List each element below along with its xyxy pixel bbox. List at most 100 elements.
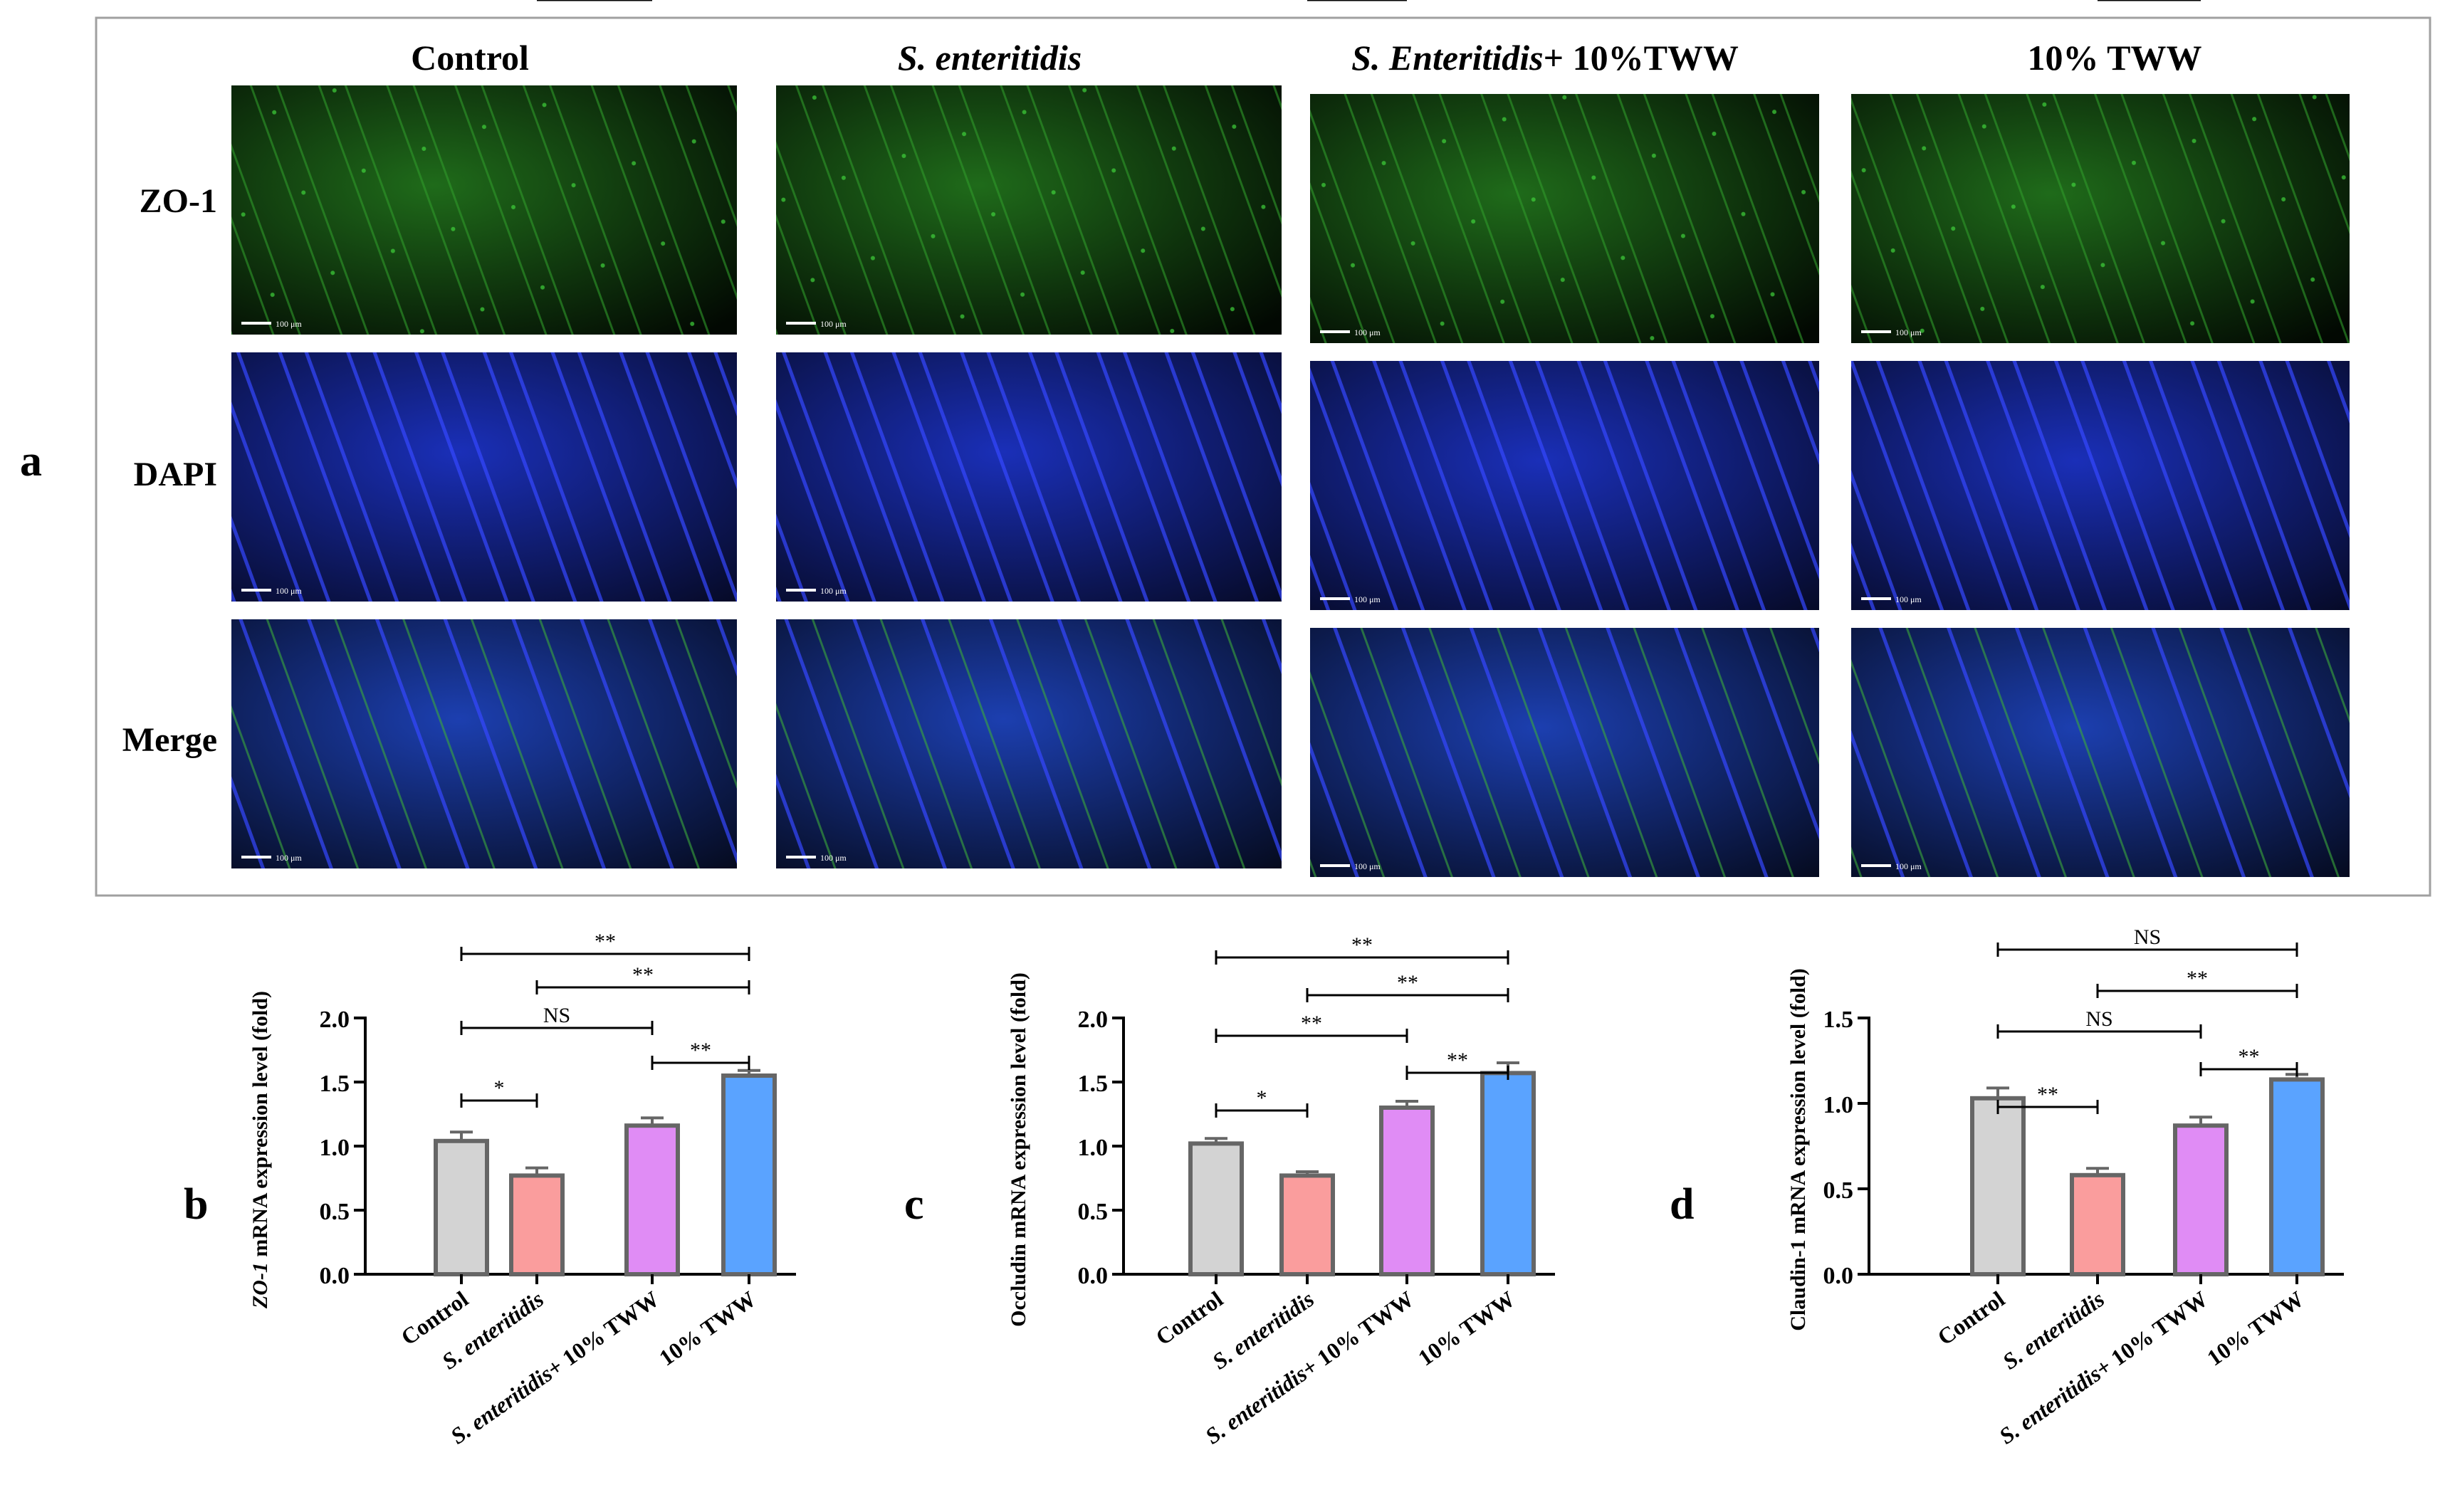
significance-label: ** bbox=[2187, 967, 2208, 990]
panel-a: a Control S. enteritidis S. Enteritidis+ 10… bbox=[20, 16, 2431, 897]
x-tick-label-control: Control bbox=[1151, 1286, 1227, 1350]
column-title-text: 10% TWW bbox=[2028, 38, 2202, 78]
column-title-italic: S. enteritidis bbox=[898, 38, 1082, 78]
scale-bar-label: 100 μm bbox=[1354, 861, 1381, 871]
significance-label: ** bbox=[584, 0, 605, 5]
y-axis-label-text: Occludin mRNA expression level (fold) bbox=[1007, 972, 1030, 1327]
row-label-dapi: DAPI bbox=[134, 456, 217, 493]
micrograph-dapi-10-tww: 100 μm bbox=[1851, 361, 2350, 610]
column-title-text: Control bbox=[411, 38, 529, 78]
micrograph-texture bbox=[231, 85, 737, 335]
y-axis-label: Occludin mRNA expression level (fold) bbox=[1007, 972, 1030, 1327]
bar-s-enteritidis-10-tww bbox=[2173, 1123, 2229, 1276]
significance-label: ** bbox=[2139, 0, 2160, 5]
bar-s-enteritidis bbox=[2070, 1172, 2125, 1277]
bar-s-enteritidis bbox=[509, 1173, 565, 1277]
significance-bracket: ** bbox=[1215, 1012, 1408, 1043]
y-axis-label-text: Claudin-1 mRNA expression level (fold) bbox=[1786, 968, 1810, 1330]
y-tick-label: 1.5 bbox=[320, 1071, 350, 1097]
significance-label: ** bbox=[632, 963, 654, 987]
column-title-10-tww: 10% TWW bbox=[2028, 38, 2202, 78]
x-tick-label-text: 10% TWW bbox=[2202, 1286, 2308, 1370]
significance-label: ** bbox=[690, 1039, 711, 1062]
column-title-text: + 10%TWW bbox=[1544, 38, 1739, 78]
micrograph-texture bbox=[1310, 94, 1819, 343]
significance-bracket: ** bbox=[1306, 971, 1509, 1002]
panel-a-frame bbox=[95, 16, 2431, 897]
row-label-merge: Merge bbox=[122, 721, 217, 759]
significance-label: NS bbox=[543, 1004, 570, 1027]
significance-label: ** bbox=[2239, 1045, 2260, 1069]
scale-bar-label: 100 μm bbox=[276, 586, 302, 596]
micrograph-texture bbox=[776, 85, 1282, 335]
micrograph-texture bbox=[1851, 628, 2350, 877]
scale-bar-label: 100 μm bbox=[820, 853, 847, 863]
significance-bracket: ** bbox=[2096, 967, 2298, 998]
significance-bracket: ** bbox=[1215, 933, 1509, 965]
significance-label: * bbox=[1257, 1086, 1267, 1110]
scale-bar-label: 100 μm bbox=[1895, 594, 1922, 604]
bar-s-enteritidis bbox=[1279, 1173, 1335, 1277]
significance-bracket: * bbox=[1215, 1086, 1309, 1118]
scale-bar-label: 100 μm bbox=[820, 586, 847, 596]
scale-bar-label: 100 μm bbox=[1354, 327, 1381, 337]
significance-bracket: ** bbox=[2098, 0, 2201, 5]
x-tick-label-text: Control bbox=[1932, 1286, 2009, 1350]
column-title-italic: S. Enteritidis bbox=[1351, 38, 1544, 78]
significance-bracket: ** bbox=[537, 0, 652, 5]
x-tick-label-text: + 10% TWW bbox=[542, 1286, 664, 1381]
y-axis-label: ZO-1 mRNA expression level (fold) bbox=[248, 991, 272, 1309]
micrograph-texture bbox=[1310, 361, 1819, 610]
column-title-control: Control bbox=[411, 38, 529, 78]
x-tick-label-10-tww: 10% TWW bbox=[2202, 1286, 2308, 1370]
micrograph-texture bbox=[231, 352, 737, 602]
x-tick-label-text: + 10% TWW bbox=[2090, 1286, 2212, 1381]
panel-c-label: c bbox=[904, 1180, 924, 1229]
panel-b-label: b bbox=[184, 1180, 208, 1229]
scale-bar-label: 100 μm bbox=[1895, 861, 1922, 871]
y-tick-label: 0.5 bbox=[320, 1199, 350, 1225]
y-tick-label: 0.5 bbox=[1823, 1177, 1854, 1204]
micrograph-merge-s-enteritidis: 100 μm bbox=[776, 619, 1282, 868]
column-title-s-enteritidis-10-tww: S. Enteritidis+ 10%TWW bbox=[1351, 38, 1739, 78]
x-tick-label-text: + 10% TWW bbox=[1297, 1286, 1418, 1381]
significance-label: ** bbox=[1397, 971, 1418, 994]
significance-bracket: * bbox=[460, 1076, 538, 1108]
micrograph-texture bbox=[776, 352, 1282, 602]
micrograph-zo-1-s-enteritidis-10-tww: 100 μm bbox=[1310, 94, 1819, 343]
y-tick-label: 0.0 bbox=[1823, 1263, 1854, 1289]
significance-label: ** bbox=[1301, 1012, 1322, 1035]
scale-bar-label: 100 μm bbox=[1895, 327, 1922, 337]
panel-a-label: a bbox=[20, 437, 42, 485]
significance-bracket: ** bbox=[535, 963, 750, 994]
significance-label: NS bbox=[2134, 925, 2161, 949]
significance-label: NS bbox=[2085, 1007, 2112, 1031]
significance-label: ** bbox=[1346, 0, 1368, 5]
significance-bracket: NS bbox=[1996, 925, 2298, 957]
micrograph-texture bbox=[1310, 628, 1819, 877]
y-tick-label: 0.0 bbox=[1078, 1263, 1109, 1289]
scale-bar-label: 100 μm bbox=[1354, 594, 1381, 604]
micrograph-texture bbox=[776, 619, 1282, 868]
y-tick-label: 2.0 bbox=[320, 1007, 350, 1033]
x-tick-label-italic: S. enteritidis bbox=[446, 1360, 557, 1449]
scale-bar-label: 100 μm bbox=[276, 853, 302, 863]
bar-s-enteritidis-10-tww bbox=[624, 1123, 680, 1276]
x-tick-label-italic: S. enteritidis bbox=[1994, 1360, 2105, 1449]
x-tick-label-10-tww: 10% TWW bbox=[654, 1286, 760, 1370]
y-axis-label: Claudin-1 mRNA expression level (fold) bbox=[1786, 968, 1810, 1330]
micrograph-merge-s-enteritidis-10-tww: 100 μm bbox=[1310, 628, 1819, 877]
significance-bracket: ** bbox=[1307, 0, 1407, 5]
scale-bar-label: 100 μm bbox=[276, 319, 302, 329]
x-tick-label-control: Control bbox=[1932, 1286, 2009, 1350]
significance-label: * bbox=[494, 1076, 505, 1100]
significance-bracket: ** bbox=[460, 930, 750, 961]
y-tick-label: 1.0 bbox=[1078, 1135, 1109, 1161]
bar-10-tww bbox=[721, 1073, 777, 1276]
bar-10-tww bbox=[1480, 1071, 1536, 1277]
significance-bracket: ** bbox=[651, 1039, 750, 1070]
x-tick-label-text: Control bbox=[1151, 1286, 1227, 1350]
significance-label: ** bbox=[1351, 933, 1373, 957]
x-tick-label-text: 10% TWW bbox=[654, 1286, 760, 1370]
